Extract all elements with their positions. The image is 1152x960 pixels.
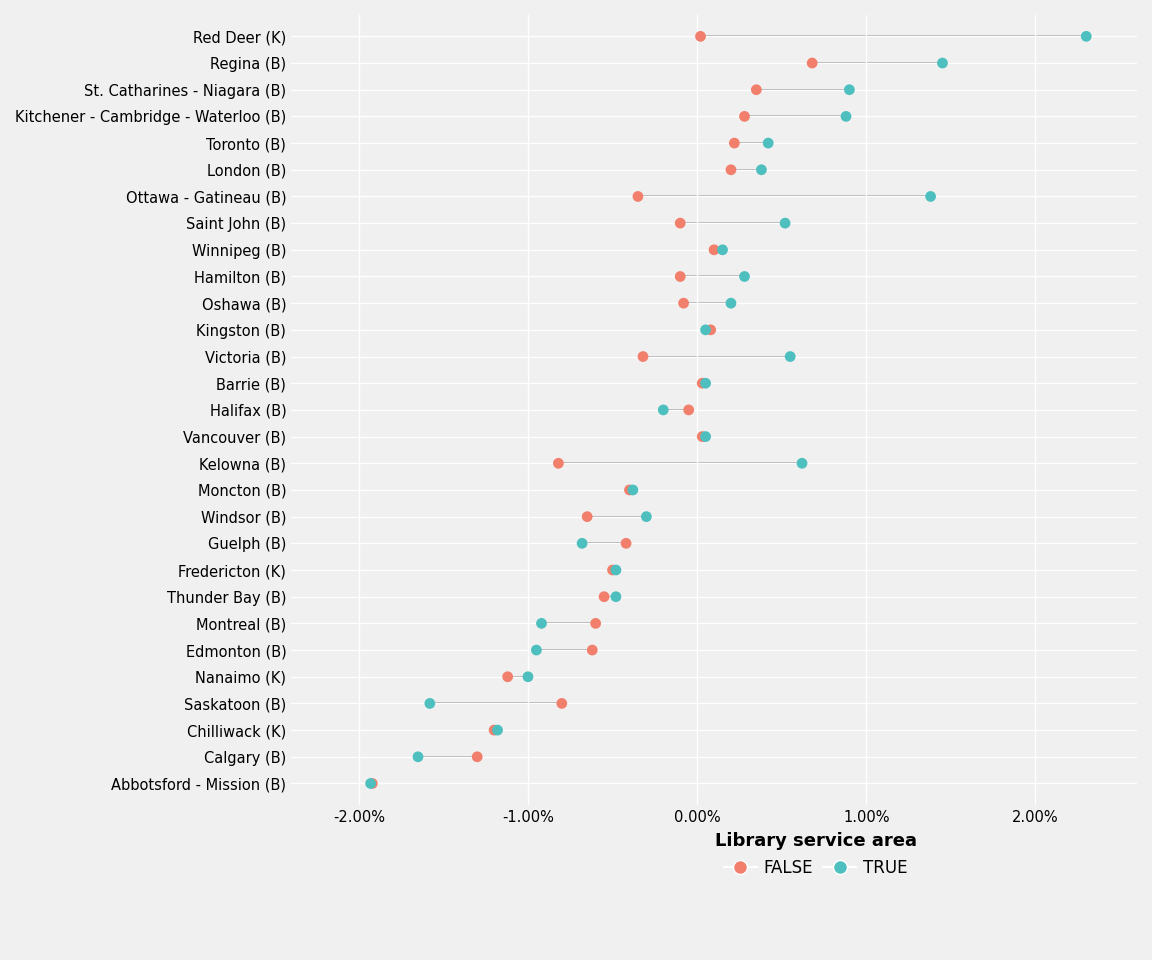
Point <box>836 108 855 124</box>
Point <box>362 776 380 791</box>
Point <box>634 348 652 364</box>
Legend: FALSE, TRUE: FALSE, TRUE <box>707 826 923 883</box>
Point <box>409 749 427 764</box>
Point <box>696 323 714 338</box>
Point <box>583 642 601 658</box>
Point <box>550 456 568 471</box>
Point <box>793 456 811 471</box>
Point <box>691 29 710 44</box>
Point <box>933 56 952 71</box>
Point <box>573 536 591 551</box>
Point <box>1077 29 1096 44</box>
Point <box>637 509 655 524</box>
Point <box>840 82 858 97</box>
Point <box>620 482 638 497</box>
Point <box>803 56 821 71</box>
Point <box>694 429 712 444</box>
Point <box>499 669 517 684</box>
Point <box>776 215 795 230</box>
Point <box>578 509 597 524</box>
Point <box>696 429 714 444</box>
Point <box>607 563 626 578</box>
Point <box>586 615 605 631</box>
Point <box>922 189 940 204</box>
Point <box>629 189 647 204</box>
Point <box>654 402 673 418</box>
Point <box>748 82 766 97</box>
Point <box>696 375 714 391</box>
Point <box>532 615 551 631</box>
Point <box>680 402 698 418</box>
Point <box>713 242 732 257</box>
Point <box>488 723 507 738</box>
Point <box>553 696 571 711</box>
Point <box>518 669 537 684</box>
Point <box>781 348 799 364</box>
Point <box>735 108 753 124</box>
Point <box>607 589 626 605</box>
Point <box>705 242 723 257</box>
Point <box>725 135 743 151</box>
Point <box>594 589 613 605</box>
Point <box>528 642 546 658</box>
Point <box>674 296 692 311</box>
Point <box>363 776 381 791</box>
Point <box>694 375 712 391</box>
Point <box>468 749 486 764</box>
Point <box>623 482 642 497</box>
Point <box>722 162 741 178</box>
Point <box>604 563 622 578</box>
Point <box>670 215 689 230</box>
Point <box>670 269 689 284</box>
Point <box>722 296 741 311</box>
Point <box>759 135 778 151</box>
Point <box>485 723 503 738</box>
Point <box>420 696 439 711</box>
Point <box>702 323 720 338</box>
Point <box>752 162 771 178</box>
Point <box>735 269 753 284</box>
Point <box>616 536 635 551</box>
